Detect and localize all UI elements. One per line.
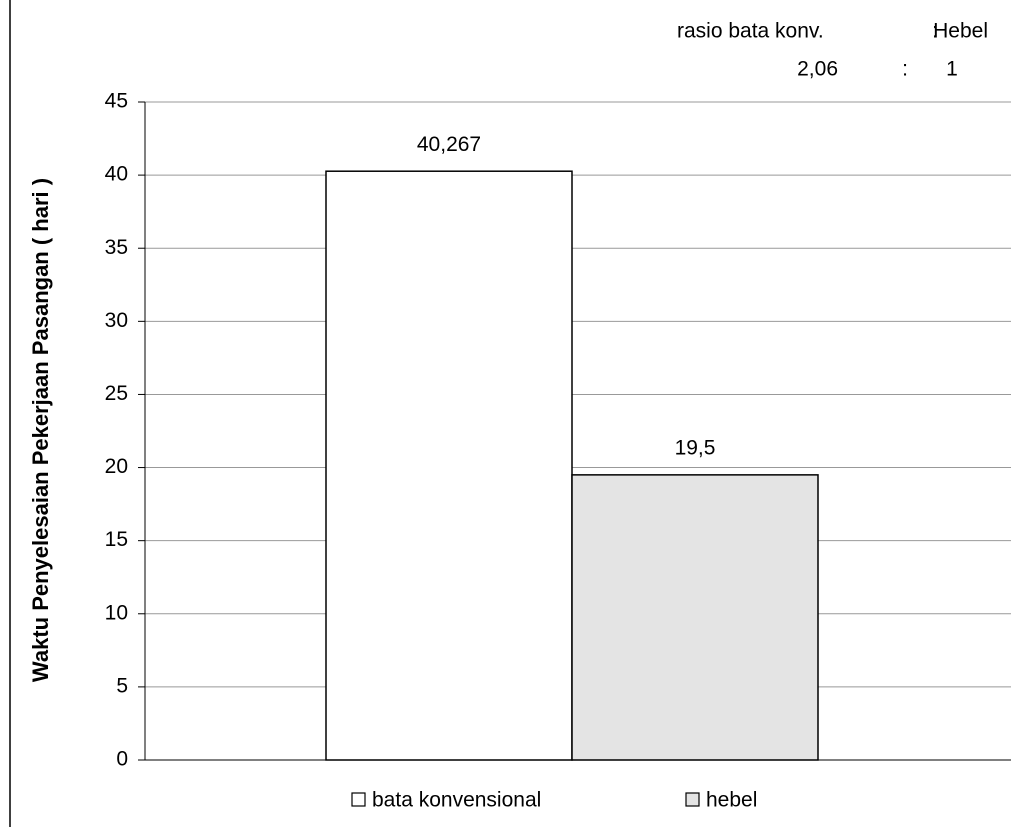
y-tick-label: 0 bbox=[116, 748, 128, 771]
legend-swatch bbox=[351, 792, 366, 807]
y-tick-label: 45 bbox=[105, 90, 128, 113]
bar bbox=[571, 474, 819, 761]
annotation: : bbox=[932, 20, 938, 43]
annotation: Hebel bbox=[933, 20, 988, 43]
annotation: 1 bbox=[946, 58, 958, 81]
y-tick-label: 20 bbox=[105, 455, 128, 478]
y-axis-label: Waktu Penyelesaian Pekerjaan Pasangan ( … bbox=[28, 178, 53, 682]
legend-label: bata konvensional bbox=[372, 789, 541, 812]
y-tick-label: 10 bbox=[105, 601, 128, 624]
annotation: rasio bata konv. bbox=[677, 20, 824, 43]
data-label: 40,267 bbox=[417, 133, 481, 156]
y-tick-label: 35 bbox=[105, 236, 128, 259]
legend-swatch bbox=[685, 792, 700, 807]
bar bbox=[325, 170, 573, 761]
y-tick-label: 15 bbox=[105, 528, 128, 551]
annotation: : bbox=[902, 58, 908, 81]
legend-label: hebel bbox=[706, 789, 757, 812]
data-label: 19,5 bbox=[675, 436, 716, 459]
y-tick-label: 40 bbox=[105, 163, 128, 186]
y-tick-label: 30 bbox=[105, 309, 128, 332]
annotation: 2,06 bbox=[797, 58, 838, 81]
y-tick-label: 25 bbox=[105, 382, 128, 405]
y-tick-label: 5 bbox=[116, 674, 128, 697]
